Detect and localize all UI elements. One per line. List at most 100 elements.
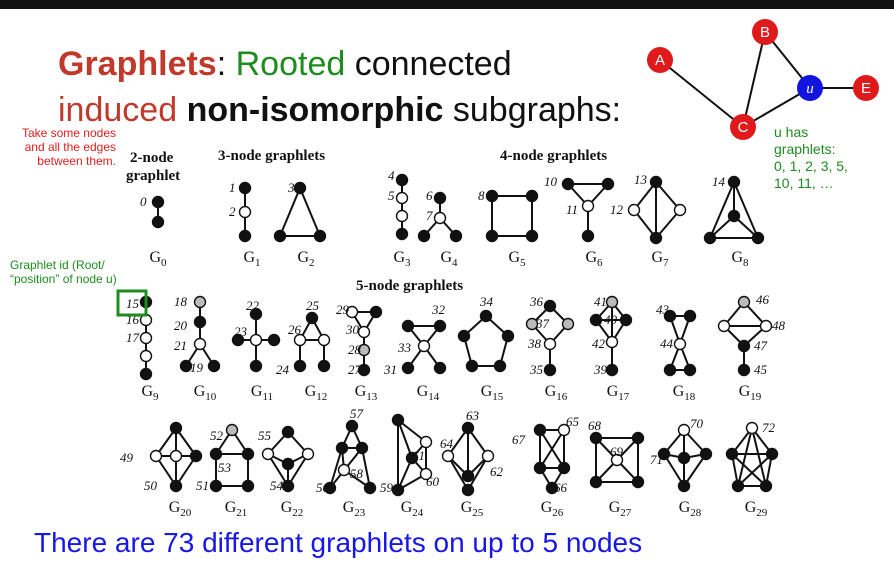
graphlet-edge xyxy=(663,453,685,487)
orbit-label-34: 34 xyxy=(479,294,494,309)
graphlet-12: 25 26 24 G12 xyxy=(276,298,331,403)
graphlet-node xyxy=(557,423,571,437)
graphlet-name-23: G23 xyxy=(343,499,366,519)
graphlet-4: 6 7 G4 xyxy=(417,188,463,269)
orbit-label-65: 65 xyxy=(566,414,580,429)
node-c-label: C xyxy=(738,119,749,136)
example-graph xyxy=(659,31,866,128)
graphlet-node xyxy=(139,331,153,345)
graphlet-node xyxy=(457,329,471,343)
orbit-label-53: 53 xyxy=(218,460,232,475)
graphlet-node xyxy=(231,333,245,347)
graphlet-5: 8 G5 xyxy=(478,188,539,269)
graphlet-node xyxy=(261,447,275,461)
orbit-label-39: 39 xyxy=(593,362,608,377)
graphlet-edge xyxy=(361,447,371,489)
graphlet-node xyxy=(169,449,183,463)
orbit-label-19: 19 xyxy=(190,360,204,375)
graphlet-29: 72 G29 xyxy=(725,420,779,519)
graphlet-node xyxy=(501,329,515,343)
graphlet-node xyxy=(545,481,559,495)
graphlet-edge xyxy=(447,455,469,491)
u-note-line-1: u has xyxy=(774,124,809,140)
graphlet-6: 10 11 G6 xyxy=(544,174,615,269)
graphlet-node xyxy=(357,363,371,377)
graphlet-node xyxy=(281,425,295,439)
graphlet-edge xyxy=(267,453,289,487)
graphlet-node xyxy=(395,227,409,241)
graphlet-name-6: G6 xyxy=(585,249,603,269)
title-induced: induced xyxy=(58,91,178,129)
orbit-label-42: 42 xyxy=(592,336,606,351)
graphlet-node xyxy=(673,337,687,351)
header-2-node-b: graphlet xyxy=(126,168,180,184)
graphlet-23: 57 58 56 G23 xyxy=(316,406,377,519)
graphlet-node xyxy=(479,309,493,323)
u-graphlets-note: u has graphlets: 0, 1, 2, 3, 5, 10, 11, … xyxy=(774,124,884,192)
graphlet-name-4: G4 xyxy=(440,249,458,269)
node-u-label: u xyxy=(806,81,814,97)
graphlet-name-5: G5 xyxy=(508,249,526,269)
graphlet-edge xyxy=(397,419,413,459)
graphlet-node xyxy=(627,203,641,217)
orbit-label-69: 69 xyxy=(610,444,624,459)
orbit-label-0: 0 xyxy=(140,194,147,209)
graphlet-name-17: G17 xyxy=(607,383,630,403)
orbit-label-38: 38 xyxy=(527,336,542,351)
orbit-label-54: 54 xyxy=(270,478,284,493)
orbit-label-48: 48 xyxy=(772,318,786,333)
title-line-1: Graphlets: Rooted connected xyxy=(58,44,512,84)
orbit-label-52: 52 xyxy=(210,428,224,443)
graphlet-node xyxy=(725,447,739,461)
orbit-label-35: 35 xyxy=(529,362,544,377)
graphlet-node xyxy=(557,461,571,475)
graphlet-node xyxy=(631,431,645,445)
graphlet-node xyxy=(649,231,663,245)
graphlet-node xyxy=(481,449,495,463)
footer-caption: There are 73 different graphlets on up t… xyxy=(34,527,643,558)
graphlet-name-21: G21 xyxy=(225,499,248,519)
title-connected: connected xyxy=(345,45,512,83)
orbit-label-58: 58 xyxy=(350,466,364,481)
graphlet-node xyxy=(281,457,295,471)
graphlet-node xyxy=(683,363,697,377)
graphlet-edge xyxy=(751,427,767,487)
graphlet-node xyxy=(543,337,557,351)
top-bar xyxy=(0,0,894,9)
orbit-label-8: 8 xyxy=(478,188,485,203)
graphlet-name-28: G28 xyxy=(679,499,702,519)
graphlet-node xyxy=(305,311,319,325)
orbit-label-22: 22 xyxy=(246,298,260,313)
orbit-label-45: 45 xyxy=(754,362,768,377)
graphlet-node xyxy=(605,335,619,349)
graphlet-node xyxy=(581,229,595,243)
orbit-label-55: 55 xyxy=(258,428,272,443)
graphlet-28: 70 71 G28 xyxy=(650,416,713,519)
graphlet-node xyxy=(751,231,765,245)
graphlet-name-10: G10 xyxy=(194,383,217,403)
node-a xyxy=(647,47,673,73)
graphlet-node xyxy=(717,319,731,333)
graphlet-3: 4 5 G3 xyxy=(388,168,411,269)
orbit-label-50: 50 xyxy=(144,478,158,493)
graphlet-25: 63 64 62 G25 xyxy=(440,408,504,519)
graphlet-edge xyxy=(737,453,773,487)
graphlet-node xyxy=(395,191,409,205)
graphlet-node xyxy=(293,333,307,347)
graphlet-id-note: Graphlet id (Root/ “position” of node u) xyxy=(10,258,117,286)
graphlet-edge xyxy=(539,429,565,469)
graphlet-node xyxy=(525,229,539,243)
graphlet-node xyxy=(485,189,499,203)
graphlet-node xyxy=(401,319,415,333)
graphlet-node xyxy=(677,451,691,465)
orbit-15-highlight xyxy=(116,289,148,317)
orbit-label-51: 51 xyxy=(196,478,209,493)
graphlet-node xyxy=(355,441,369,455)
graphlet-name-12: G12 xyxy=(305,383,328,403)
graphlet-node xyxy=(589,431,603,445)
graphlet-node xyxy=(433,191,447,205)
node-a-label: A xyxy=(655,52,665,69)
graphlet-name-15: G15 xyxy=(481,383,504,403)
